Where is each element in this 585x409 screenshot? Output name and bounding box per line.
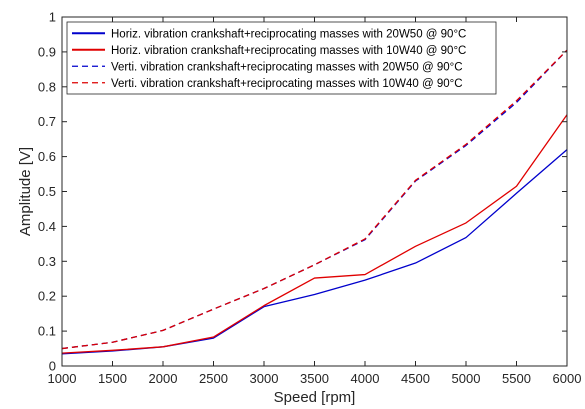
y-tick-label: 0.4 — [38, 219, 56, 234]
y-tick-label: 1 — [49, 10, 56, 25]
x-tick-label: 4000 — [351, 371, 380, 386]
x-tick-label: 4500 — [401, 371, 430, 386]
x-tick-label: 3500 — [300, 371, 329, 386]
legend-label-3: Verti. vibration crankshaft+reciprocatin… — [111, 61, 463, 73]
x-tick-label: 5000 — [452, 371, 481, 386]
x-tick-label: 5500 — [502, 371, 531, 386]
legend-box — [66, 21, 497, 95]
legend-label-4: Verti. vibration crankshaft+reciprocatin… — [111, 78, 463, 90]
x-tick-label: 2000 — [149, 371, 178, 386]
x-tick-label: 1500 — [98, 371, 127, 386]
series-line-2 — [61, 114, 568, 354]
y-axis-title: Amplitude [V] — [17, 147, 34, 236]
y-tick-label: 0.3 — [38, 254, 56, 269]
y-tick-label: 0.1 — [38, 324, 56, 339]
x-tick-label: 6000 — [553, 371, 582, 386]
y-tick-label: 0.7 — [38, 114, 56, 129]
legend-label-1: Horiz. vibration crankshaft+reciprocatin… — [111, 28, 466, 40]
series-layer — [61, 49, 568, 355]
y-tick-label: 0.8 — [38, 79, 56, 94]
y-tick-label: 0.9 — [38, 44, 56, 59]
x-tick-label: 1000 — [48, 371, 77, 386]
x-tick-label: 3000 — [250, 371, 279, 386]
y-tick-label: 0.2 — [38, 289, 56, 304]
y-tick-label: 0.6 — [38, 149, 56, 164]
axis-layer: 1000 1500 2000 2500 3000 3500 4000 4500 5000 5500… — [38, 10, 582, 387]
x-axis-title: Speed [rpm] — [274, 389, 356, 406]
x-tick-label: 2500 — [199, 371, 228, 386]
series-line-4 — [61, 49, 568, 350]
legend-label-2: Horiz. vibration crankshaft+reciprocatin… — [111, 45, 466, 57]
y-tick-label: 0 — [49, 359, 56, 374]
y-tick-label: 0.5 — [38, 184, 56, 199]
legend: Horiz. vibration crankshaft+reciprocatin… — [66, 21, 497, 95]
